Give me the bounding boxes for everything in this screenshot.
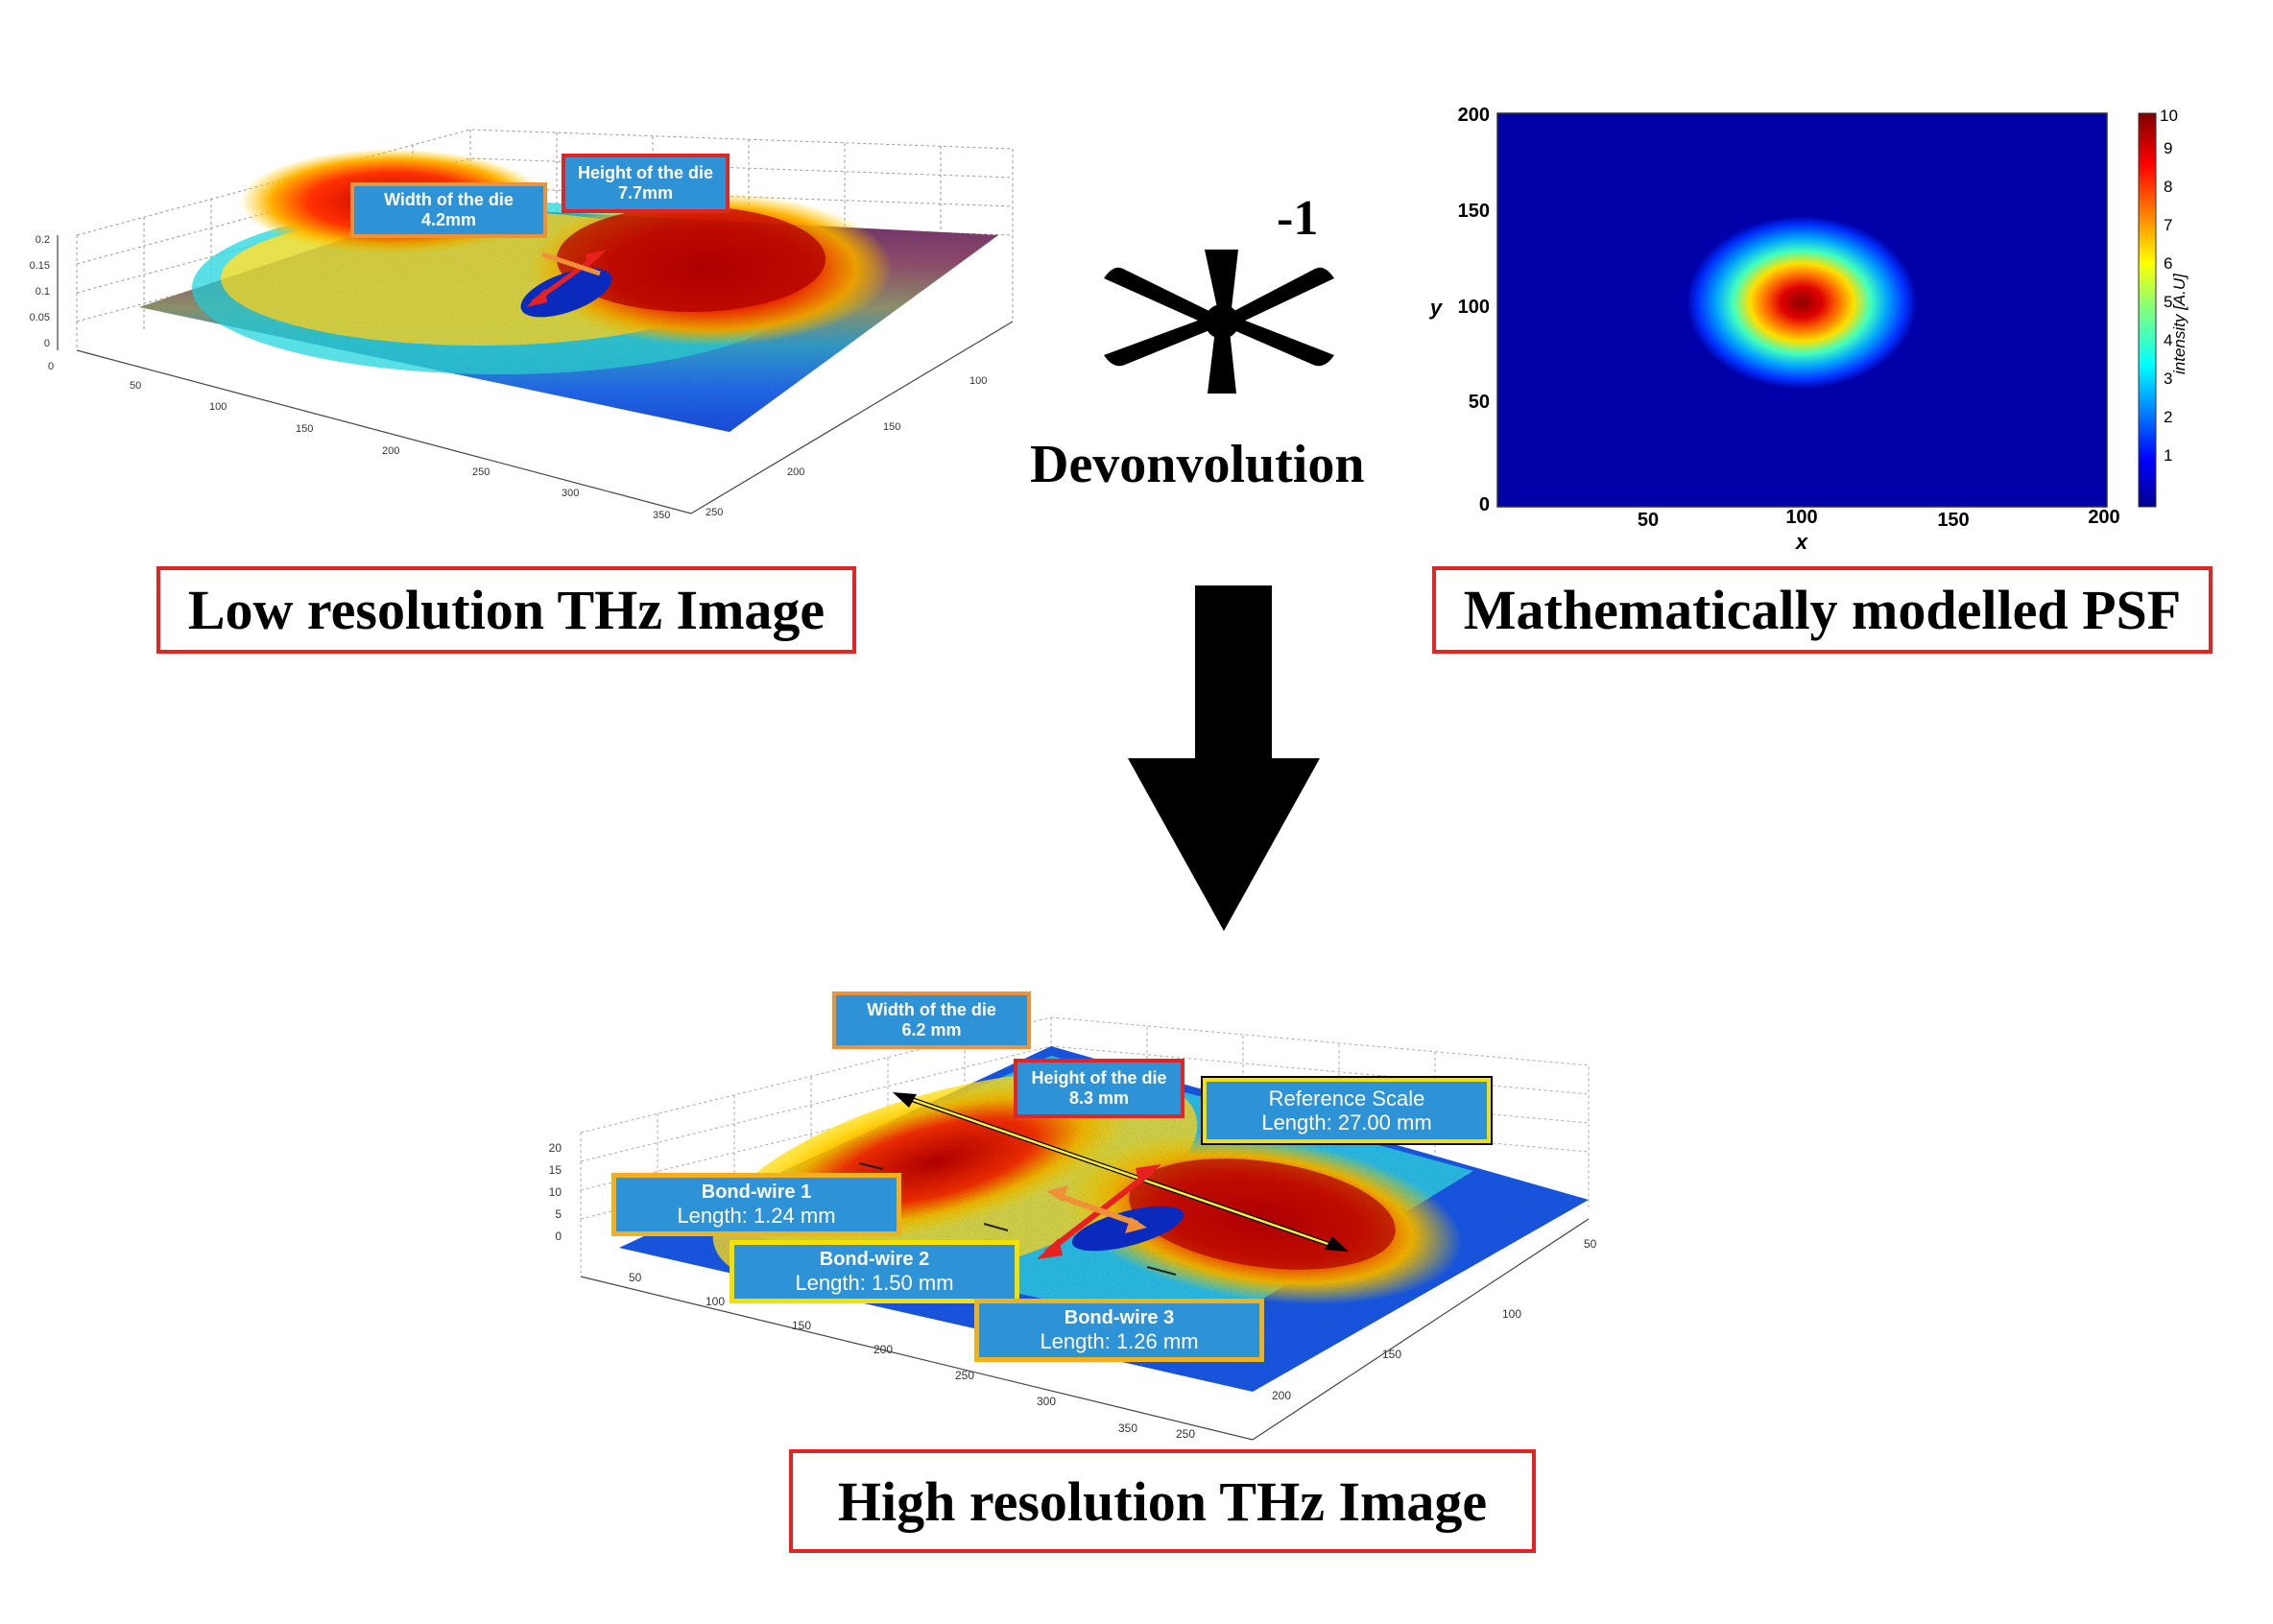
high-x-tick: 350 xyxy=(1118,1421,1137,1435)
colorbar-tick: 2 xyxy=(2164,408,2172,426)
high-y-tick: 100 xyxy=(1502,1307,1521,1321)
colorbar-tick: 4 xyxy=(2164,331,2172,349)
reference-scale-tag: Reference Scale Length: 27.00 mm xyxy=(1201,1076,1493,1145)
psf-y-tick: 150 xyxy=(1458,201,1490,222)
tag-title: Bond-wire 3 xyxy=(1064,1306,1175,1328)
high-z-tick: 5 xyxy=(555,1207,562,1221)
high-y-tick: 250 xyxy=(1176,1427,1195,1441)
psf-y-tick: 100 xyxy=(1458,297,1490,318)
high-x-tick: 100 xyxy=(706,1295,725,1308)
low-width-of-die-tag: Width of the die 4.2mm xyxy=(350,182,547,238)
psf-y-tick: 50 xyxy=(1469,392,1490,413)
psf-colorbar xyxy=(2138,112,2157,508)
colorbar-tick: 10 xyxy=(2160,107,2178,125)
tag-value: 4.2mm xyxy=(420,210,477,229)
low-z-tick: 0 xyxy=(44,338,50,349)
colorbar-tick: 6 xyxy=(2164,254,2172,273)
psf-x-tick: 200 xyxy=(2088,507,2119,528)
low-height-of-die-tag: Height of the die 7.7mm xyxy=(562,154,730,213)
tag-title: Width of the die xyxy=(867,1000,996,1020)
psf-x-tick: 150 xyxy=(1937,510,1969,531)
low-x-tick: 0 xyxy=(48,361,54,372)
high-x-tick: 150 xyxy=(792,1319,811,1332)
low-z-tick: 0.15 xyxy=(30,260,50,272)
high-y-tick: 200 xyxy=(1272,1389,1291,1402)
bond-wire-1-tag: Bond-wire 1 Length: 1.24 mm xyxy=(611,1173,901,1236)
low-y-tick: 150 xyxy=(883,421,900,433)
tag-value: Length: 27.00 mm xyxy=(1261,1111,1432,1134)
colorbar-tick: 1 xyxy=(2164,446,2172,465)
psf-y-tick: 200 xyxy=(1458,105,1490,126)
low-x-tick: 50 xyxy=(130,380,141,392)
tag-value: 6.2 mm xyxy=(901,1020,962,1039)
high-z-tick: 0 xyxy=(555,1230,562,1243)
tag-title: Reference Scale xyxy=(1268,1086,1425,1111)
down-arrow-icon xyxy=(1128,585,1320,931)
psf-heatmap-chart: 10 9 8 7 6 5 4 3 2 1 intensity [A.U] 200… xyxy=(1429,105,2189,554)
tag-title: Height of the die xyxy=(578,163,713,183)
low-res-caption: Low resolution THz Image xyxy=(187,579,825,641)
high-z-tick: 10 xyxy=(549,1185,562,1199)
psf-peak-blob xyxy=(1687,216,1917,389)
tag-title: Width of the die xyxy=(384,190,514,210)
low-z-tick: 0.2 xyxy=(36,234,50,246)
deconvolution-label: Devonvolution xyxy=(1030,435,1365,494)
psf-caption-box: Mathematically modelled PSF xyxy=(1432,566,2213,654)
low-y-tick: 200 xyxy=(787,466,804,478)
high-y-tick: 50 xyxy=(1584,1237,1597,1251)
psf-x-tick: 50 xyxy=(1638,510,1659,531)
high-res-measure-arrows xyxy=(1037,1164,1161,1259)
psf-x-tick: 100 xyxy=(1785,507,1817,528)
low-y-tick: 250 xyxy=(706,507,723,518)
low-z-tick: 0.1 xyxy=(36,286,50,298)
tag-value: Length: 1.50 mm xyxy=(795,1270,954,1295)
high-x-tick: 250 xyxy=(955,1369,974,1382)
high-z-tick: 15 xyxy=(549,1163,562,1177)
high-width-of-die-tag: Width of the die 6.2 mm xyxy=(832,991,1031,1049)
low-x-tick: 250 xyxy=(472,466,490,478)
colorbar-label: intensity [A.U] xyxy=(2170,273,2189,374)
deconvolution-asterisk-icon xyxy=(1104,250,1334,394)
tag-title: Height of the die xyxy=(1031,1068,1167,1088)
low-res-surface-plot: 0.2 0.15 0.1 0.05 0 0 50 100 150 200 250… xyxy=(30,129,1014,521)
colorbar-tick: 3 xyxy=(2164,370,2172,388)
low-y-tick: 100 xyxy=(969,375,987,387)
low-x-tick: 300 xyxy=(562,488,579,499)
tag-title: Bond-wire 1 xyxy=(701,1181,812,1203)
high-res-caption-box: High resolution THz Image xyxy=(789,1449,1536,1553)
tag-value: 8.3 mm xyxy=(1068,1088,1130,1108)
tag-value: Length: 1.26 mm xyxy=(1040,1328,1199,1353)
high-x-tick: 300 xyxy=(1037,1395,1056,1408)
bond-wire-3-tag: Bond-wire 3 Length: 1.26 mm xyxy=(974,1299,1264,1362)
colorbar-tick: 8 xyxy=(2164,178,2172,196)
low-res-caption-box: Low resolution THz Image xyxy=(156,566,856,654)
bond-wire-2-tag: Bond-wire 2 Length: 1.50 mm xyxy=(730,1240,1019,1303)
low-res-measure-arrows xyxy=(526,250,607,307)
tag-value: 7.7mm xyxy=(617,183,674,203)
colorbar-tick: 7 xyxy=(2164,216,2172,234)
high-x-tick: 50 xyxy=(629,1271,642,1284)
inverse-exponent: -1 xyxy=(1277,191,1319,246)
low-x-tick: 350 xyxy=(653,510,670,521)
high-z-tick: 20 xyxy=(549,1141,562,1155)
low-z-tick: 0.05 xyxy=(30,312,50,323)
low-x-tick: 150 xyxy=(296,423,313,435)
low-x-tick: 200 xyxy=(382,445,399,457)
high-y-tick: 150 xyxy=(1382,1348,1401,1361)
tag-value: Length: 1.24 mm xyxy=(677,1203,836,1228)
psf-x-label: x xyxy=(1795,530,1808,554)
colorbar-tick: 9 xyxy=(2164,139,2172,157)
psf-y-tick: 0 xyxy=(1479,494,1490,515)
tag-title: Bond-wire 2 xyxy=(819,1248,930,1270)
colorbar-tick: 5 xyxy=(2164,293,2172,311)
psf-y-label: y xyxy=(1429,296,1444,320)
high-height-of-die-tag: Height of the die 8.3 mm xyxy=(1014,1059,1184,1118)
psf-caption: Mathematically modelled PSF xyxy=(1463,579,2182,641)
high-x-tick: 200 xyxy=(873,1343,893,1356)
low-x-tick: 100 xyxy=(209,401,227,413)
high-res-caption: High resolution THz Image xyxy=(837,1469,1488,1533)
reference-scale-arrow xyxy=(893,1092,1349,1252)
